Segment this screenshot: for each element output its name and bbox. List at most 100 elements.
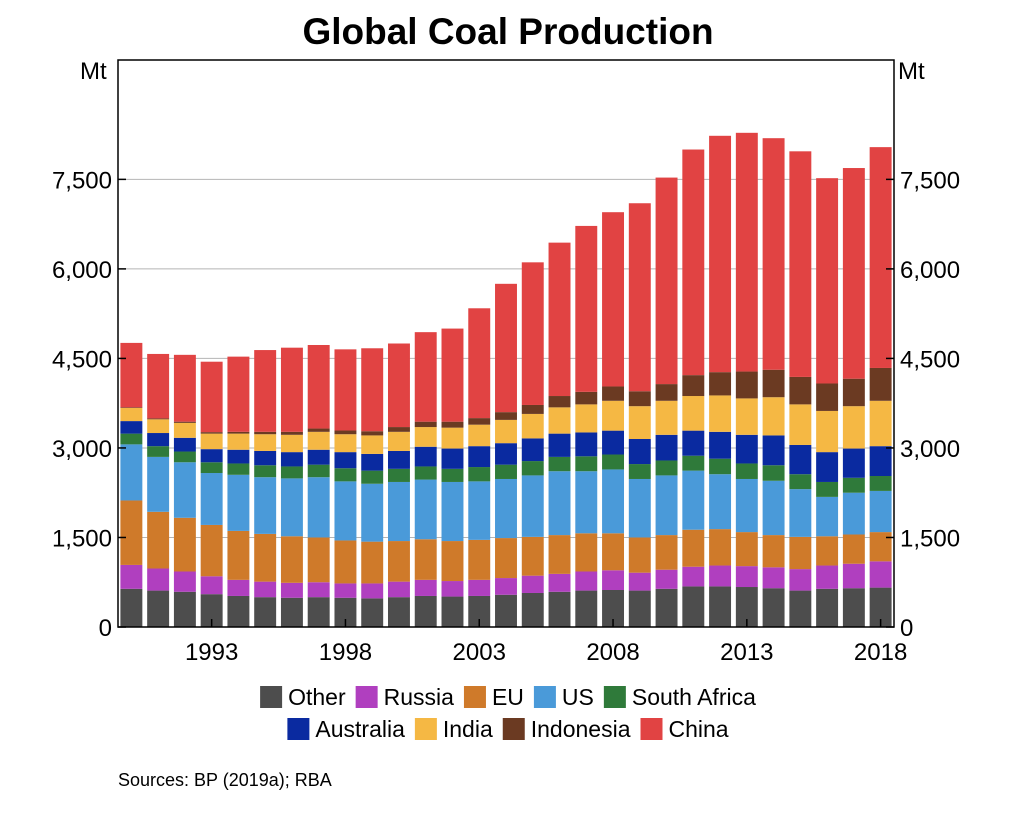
bar-us-2014: [762, 480, 785, 536]
bar-us-2009: [628, 478, 651, 538]
bar-indonesia-2008: [602, 386, 625, 401]
legend-label-eu: EU: [492, 684, 524, 710]
bar-india-1991: [147, 419, 170, 434]
bar-us-2015: [789, 489, 812, 537]
bar-indonesia-1997: [307, 428, 330, 432]
bar-stack-1999: [361, 348, 384, 627]
bar-other-1993: [200, 594, 223, 627]
bar-eu-2017: [842, 534, 865, 564]
bar-us-2010: [655, 475, 678, 536]
legend-label-us: US: [562, 684, 594, 710]
bar-australia-2012: [709, 431, 732, 459]
bar-australia-2008: [602, 430, 625, 455]
bar-other-2008: [602, 589, 625, 627]
bar-indonesia-1995: [254, 431, 277, 435]
bar-eu-1998: [334, 540, 357, 584]
bar-eu-2000: [387, 541, 410, 582]
bar-china-2013: [735, 132, 758, 372]
bar-other-2012: [709, 586, 732, 627]
x-tick-label: 2003: [453, 639, 506, 666]
bar-stack-2006: [548, 242, 571, 627]
bar-us-2013: [735, 478, 758, 533]
bar-eu-1997: [307, 537, 330, 583]
bar-other-1992: [173, 591, 196, 627]
bar-australia-2002: [441, 448, 464, 469]
bar-russia-1994: [227, 579, 250, 596]
bar-australia-1991: [147, 433, 170, 447]
bar-south-africa-2013: [735, 463, 758, 479]
bar-stack-2015: [789, 151, 812, 627]
bar-indonesia-1996: [280, 431, 303, 435]
bar-stack-2002: [441, 328, 464, 627]
bar-indonesia-1994: [227, 431, 250, 434]
bars: [120, 132, 892, 627]
bar-china-2004: [495, 283, 517, 413]
bar-australia-2005: [521, 438, 544, 462]
right-axis-unit: Mt: [898, 58, 925, 85]
bar-china-2005: [521, 262, 544, 405]
bar-stack-2018: [869, 147, 892, 627]
legend-label-india: India: [443, 716, 493, 742]
bar-eu-2002: [441, 541, 464, 582]
legend-swatch-indonesia: [502, 718, 525, 740]
legend-swatch-russia: [355, 686, 378, 708]
bar-us-2005: [521, 475, 544, 537]
legend-label-china: China: [669, 716, 729, 742]
bar-india-2009: [628, 406, 651, 439]
bar-russia-1992: [173, 571, 196, 592]
bar-india-2001: [414, 427, 437, 447]
bar-indonesia-1998: [334, 430, 357, 435]
bar-australia-1994: [227, 449, 250, 464]
bar-us-2003: [468, 481, 491, 540]
bar-us-2018: [869, 490, 892, 533]
bar-india-2000: [387, 431, 410, 451]
bar-china-1995: [254, 350, 277, 432]
bar-eu-2003: [468, 539, 491, 580]
bar-india-2015: [789, 404, 812, 445]
bar-us-1999: [361, 483, 384, 542]
bar-indonesia-2017: [842, 378, 865, 407]
bar-stack-2017: [842, 168, 865, 627]
bar-russia-2007: [575, 571, 598, 591]
bar-indonesia-2011: [682, 375, 705, 397]
bar-eu-2015: [789, 536, 812, 570]
bar-other-2005: [521, 592, 544, 627]
bar-india-1997: [307, 431, 330, 450]
bar-eu-2005: [521, 536, 544, 576]
bar-russia-2016: [816, 565, 839, 589]
bar-eu-1994: [227, 530, 250, 580]
bar-china-1992: [173, 354, 196, 422]
legend-label-russia: Russia: [384, 684, 455, 710]
bar-australia-1998: [334, 452, 357, 469]
bar-stack-2004: [495, 283, 517, 627]
bar-eu-1992: [173, 517, 196, 572]
bar-india-1993: [200, 433, 223, 450]
bar-russia-1998: [334, 583, 357, 598]
axis-ticks: 0 0 1,500 1,500 3,000 3,000 4,500 4,500 6,000 6,0…: [52, 167, 960, 666]
bar-us-2000: [387, 481, 410, 542]
bar-australia-2001: [414, 446, 437, 467]
bar-russia-2017: [842, 563, 865, 589]
bar-indonesia-2018: [869, 367, 892, 401]
bar-china-2006: [548, 242, 571, 397]
bar-us-1991: [147, 456, 170, 512]
bar-other-1995: [254, 597, 277, 627]
bar-china-2000: [387, 343, 410, 428]
bar-us-1997: [307, 477, 330, 538]
bar-china-1993: [200, 361, 223, 433]
x-tick-label: 2008: [586, 639, 639, 666]
legend-label-south-africa: South Africa: [632, 684, 756, 710]
bar-stack-2005: [521, 262, 544, 627]
source-note: Sources: BP (2019a); RBA: [118, 770, 332, 790]
bar-eu-2013: [735, 532, 758, 567]
x-tick-label: 1998: [319, 639, 372, 666]
bar-china-2018: [869, 147, 892, 368]
bar-russia-2009: [628, 572, 651, 591]
bar-australia-2018: [869, 446, 892, 476]
bar-other-1999: [361, 598, 384, 627]
bar-indonesia-2005: [521, 404, 544, 414]
bar-eu-2004: [495, 538, 517, 579]
bar-stack-2000: [387, 343, 410, 627]
bar-indonesia-2006: [548, 396, 571, 408]
legend-label-australia: Australia: [315, 716, 405, 742]
